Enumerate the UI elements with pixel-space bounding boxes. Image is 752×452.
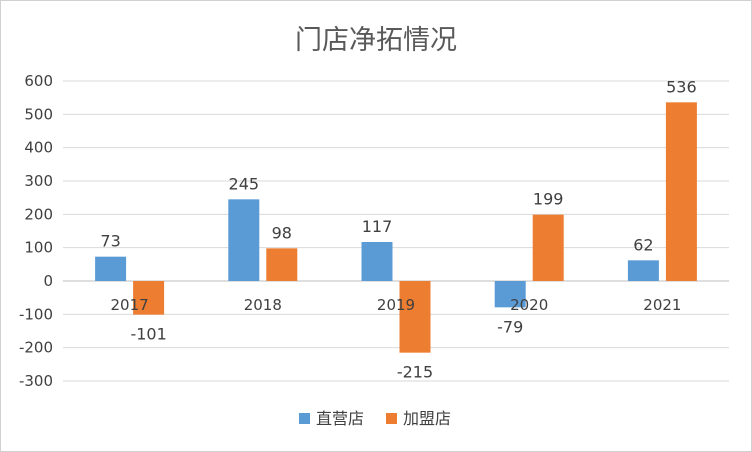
data-label: -79 — [497, 317, 523, 336]
data-label: -101 — [130, 325, 166, 344]
y-tick-label: -100 — [19, 305, 53, 323]
data-label: 117 — [362, 217, 393, 236]
data-label: -215 — [397, 363, 433, 382]
data-label: 245 — [229, 174, 260, 193]
y-tick-label: 500 — [24, 105, 53, 123]
bar-franchise-2020 — [532, 214, 564, 281]
bar-franchise-2018 — [266, 248, 298, 281]
legend-label: 加盟店 — [403, 409, 451, 428]
data-label: 62 — [633, 235, 653, 254]
bar-franchise-2021 — [665, 102, 697, 281]
y-tick-label: -200 — [19, 339, 53, 357]
data-label: 199 — [533, 190, 564, 209]
bar-direct-2021 — [627, 260, 659, 281]
y-tick-label: -300 — [19, 372, 53, 390]
y-tick-label: 100 — [24, 239, 53, 257]
y-tick-label: 400 — [24, 139, 53, 157]
legend-swatch-franchise — [386, 413, 397, 424]
x-tick-label: 2019 — [377, 296, 415, 314]
bar-direct-2017 — [95, 256, 127, 281]
y-tick-label: 300 — [24, 172, 53, 190]
bar-direct-2020 — [494, 281, 526, 308]
data-label: 536 — [666, 77, 697, 96]
legend-swatch-direct — [299, 413, 310, 424]
bar-franchise-2019 — [399, 281, 431, 353]
y-tick-label: 600 — [24, 72, 53, 90]
bar-franchise-2017 — [133, 281, 165, 315]
y-tick-label: 200 — [24, 205, 53, 223]
x-tick-label: 2018 — [244, 296, 282, 314]
chart-title: 门店净拓情况 — [295, 25, 457, 56]
x-tick-label: 2017 — [111, 296, 149, 314]
x-tick-label: 2021 — [643, 296, 681, 314]
legend-label: 直营店 — [316, 409, 364, 428]
data-label: 98 — [272, 223, 292, 242]
bar-direct-2019 — [361, 242, 393, 281]
x-tick-label: 2020 — [510, 296, 548, 314]
data-label: 73 — [100, 232, 120, 251]
bar-direct-2018 — [228, 199, 260, 281]
y-tick-label: 0 — [43, 272, 53, 290]
